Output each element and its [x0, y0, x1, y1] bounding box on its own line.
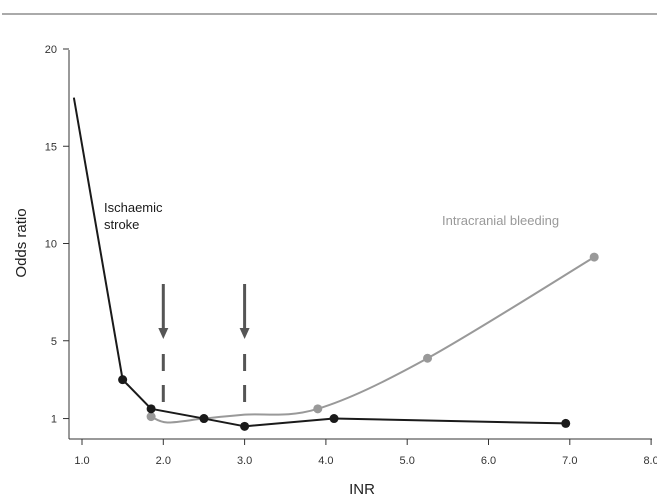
- target-inr-arrow: [158, 284, 169, 402]
- y-tick-label: 20: [45, 44, 57, 56]
- x-tick-label: 5.0: [400, 455, 415, 467]
- x-tick-label: 3.0: [237, 455, 252, 467]
- arrow-head: [239, 328, 250, 339]
- ischaemic-stroke-label: Ischaemic: [104, 200, 163, 215]
- intracranial-bleeding-point: [146, 412, 156, 422]
- ischaemic-stroke-point: [118, 375, 128, 385]
- x-tick-label: 6.0: [481, 455, 496, 467]
- y-tick-label: 5: [51, 336, 57, 348]
- x-tick-label: 2.0: [156, 455, 171, 467]
- ischaemic-stroke-point: [240, 421, 250, 431]
- x-tick-label: 1.0: [74, 455, 89, 467]
- y-axis-title: Odds ratio: [13, 208, 30, 277]
- ischaemic-stroke-point: [329, 414, 339, 424]
- series-layer: [72, 97, 599, 431]
- ischaemic-stroke-label: stroke: [104, 217, 139, 232]
- intracranial-bleeding-point: [423, 353, 433, 363]
- y-tick-label: 10: [45, 239, 57, 251]
- x-tick-label: 8.0: [643, 455, 657, 467]
- ischaemic-stroke-point: [146, 404, 156, 414]
- ischaemic-stroke-line: [72, 97, 566, 428]
- intracranial-bleeding-line: [150, 256, 595, 424]
- ischaemic-stroke-point: [199, 414, 209, 424]
- x-tick-label: 4.0: [318, 455, 333, 467]
- intracranial-bleeding-point: [313, 404, 323, 414]
- x-tick-label: 7.0: [562, 455, 577, 467]
- intracranial-bleeding-label: Intracranial bleeding: [442, 213, 559, 228]
- arrow-head: [158, 328, 169, 339]
- target-inr-arrow: [239, 284, 250, 402]
- intracranial-bleeding-point: [589, 252, 599, 262]
- ischaemic-stroke-point: [561, 418, 571, 428]
- y-tick-label: 1: [51, 414, 57, 426]
- y-tick-label: 15: [45, 141, 57, 153]
- annotation-layer: Ischaemic stroke Intracranial bleeding: [104, 200, 559, 402]
- x-axis-title: INR: [349, 481, 375, 498]
